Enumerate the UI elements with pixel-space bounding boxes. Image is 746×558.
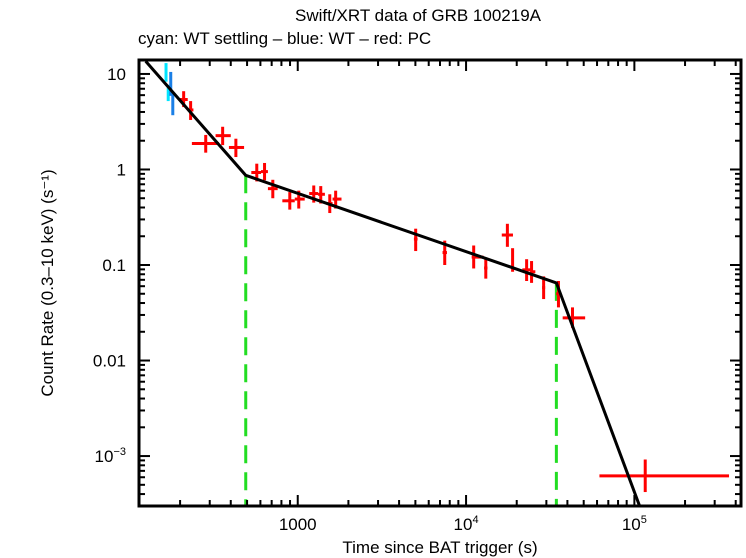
x-axis-label: Time since BAT trigger (s) <box>342 538 537 557</box>
x-tick-label: 105 <box>622 514 647 534</box>
axes <box>137 58 743 508</box>
data-point-pc <box>599 459 730 493</box>
data-point-pc <box>261 162 268 181</box>
data-point-wt <box>171 93 175 116</box>
y-tick-label: 1 <box>117 160 126 179</box>
x-tick-label: 104 <box>454 514 479 534</box>
data-point-pc <box>215 126 231 146</box>
plot-frame <box>137 58 743 508</box>
y-tick-label: 10−3 <box>95 446 126 466</box>
y-tick-label: 0.1 <box>102 256 126 275</box>
chart-subtitle: cyan: WT settling – blue: WT – red: PC <box>138 29 431 48</box>
data-point-pc <box>413 228 418 252</box>
fit-model <box>144 60 642 506</box>
x-tick-exponent: 5 <box>641 514 647 526</box>
data-point-pc <box>542 276 546 300</box>
data-point-pc <box>501 223 513 247</box>
data-point-pc <box>191 134 219 153</box>
x-tick-labels: 1000 104 105 <box>279 514 647 534</box>
chart-title: Swift/XRT data of GRB 100219A <box>295 6 542 25</box>
data-point-pc <box>228 138 245 158</box>
data-points <box>164 63 730 493</box>
break-lines <box>244 175 558 506</box>
data-point-pc <box>522 259 531 282</box>
y-axis-label: Count Rate (0.3–10 keV) (s⁻¹) <box>38 169 57 396</box>
x-tick-label: 1000 <box>279 515 317 534</box>
y-tick-labels: 10 1 0.1 0.01 10−3 <box>93 65 126 466</box>
data-point-pc <box>530 261 536 283</box>
y-tick-label: 10 <box>107 65 126 84</box>
data-point-wt-settling <box>164 63 168 82</box>
fit-line <box>144 60 642 506</box>
data-point-pc <box>282 192 295 210</box>
y-tick-exponent: −3 <box>113 446 126 458</box>
data-point-pc <box>267 179 278 199</box>
y-tick-label: 0.01 <box>93 352 126 371</box>
data-point-pc <box>484 257 488 279</box>
x-tick-exponent: 4 <box>472 514 478 526</box>
